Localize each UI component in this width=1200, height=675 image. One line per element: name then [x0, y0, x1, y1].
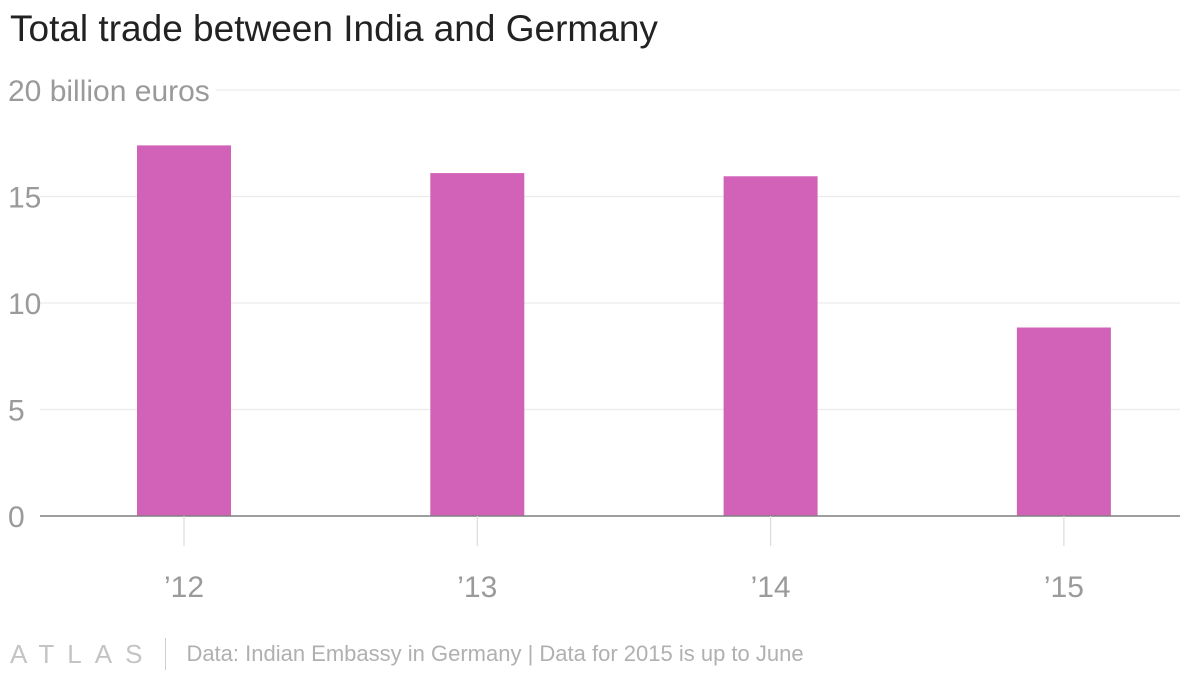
x-tick-label: ’15: [1044, 571, 1084, 604]
x-tick-label: ’12: [164, 571, 204, 604]
y-tick-label: 0: [8, 501, 25, 534]
y-tick-label: 5: [8, 395, 25, 428]
x-tick-label: ’14: [751, 571, 791, 604]
bar-3: [1016, 327, 1111, 516]
footer: ATLAS Data: Indian Embassy in Germany | …: [10, 636, 804, 672]
source-note: Data: Indian Embassy in Germany | Data f…: [186, 641, 804, 666]
chart-title: Total trade between India and Germany: [10, 8, 658, 49]
x-tick-label: ’13: [457, 571, 497, 604]
bar-0: [137, 145, 231, 516]
footer-divider: [165, 638, 167, 670]
y-tick-label: 10: [8, 288, 41, 321]
bar-1: [430, 173, 525, 516]
unit-label-backing: [6, 75, 216, 108]
y-unit-label: 20 billion euros: [8, 75, 210, 108]
y-tick-label: 15: [8, 182, 41, 215]
bar-2: [723, 176, 818, 516]
atlas-logo: ATLAS: [10, 638, 156, 669]
